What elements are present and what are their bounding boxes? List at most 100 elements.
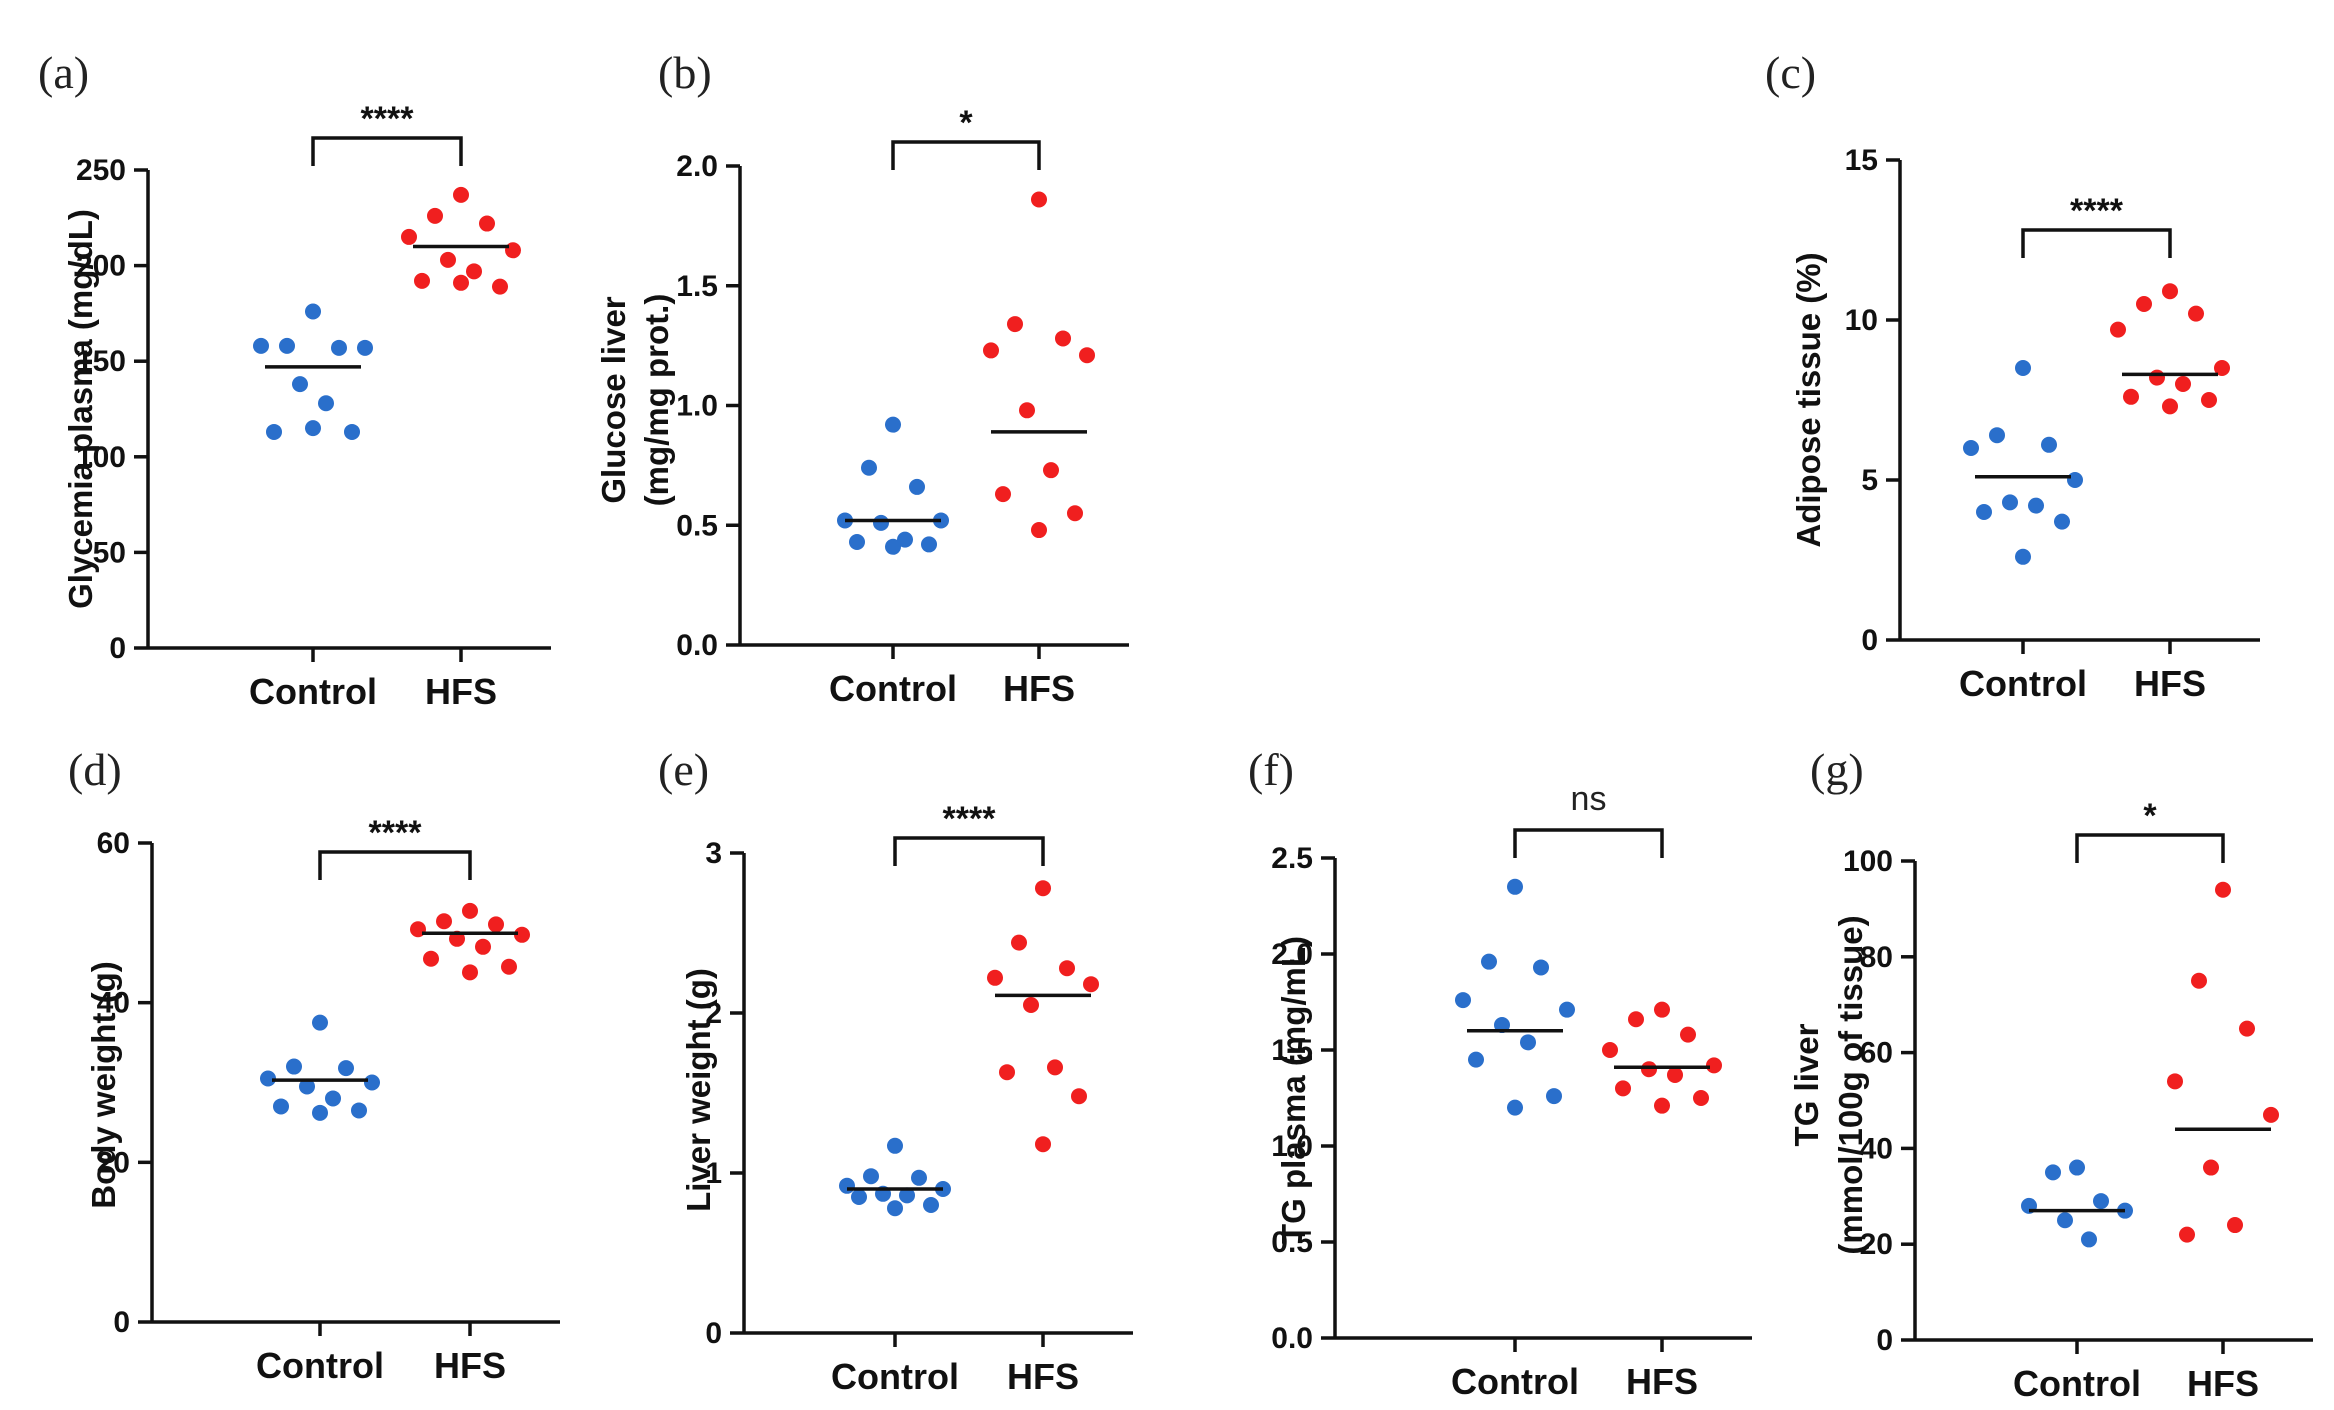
data-point xyxy=(1654,1001,1670,1018)
data-point xyxy=(292,376,308,393)
y-tick-label: 15 xyxy=(1845,144,1878,177)
y-tick-label: 0 xyxy=(1876,1324,1893,1357)
data-point xyxy=(1507,878,1523,895)
data-point xyxy=(923,1197,939,1213)
data-point xyxy=(1989,427,2005,444)
data-point xyxy=(453,274,469,291)
data-point xyxy=(2179,1226,2195,1243)
data-point xyxy=(466,263,482,280)
y-axis-title: TG liver xyxy=(1788,1023,1825,1146)
data-point xyxy=(2002,494,2018,511)
x-category-label: HFS xyxy=(434,1345,506,1386)
significance-label: **** xyxy=(943,800,997,838)
x-category-label: Control xyxy=(249,671,377,712)
data-point xyxy=(260,1070,276,1087)
data-point xyxy=(286,1058,302,1075)
y-axis-title-line2: (mmol/100g of tissue) xyxy=(1832,915,1869,1254)
y-tick-label: 0 xyxy=(109,632,126,665)
data-point xyxy=(305,420,321,437)
y-tick-label: 2.5 xyxy=(1271,842,1313,875)
y-axis-title: TG plasma (mg/mL) xyxy=(1275,936,1312,1244)
y-axis-title: Liver weight (g) xyxy=(680,968,717,1212)
data-point xyxy=(2069,1159,2085,1176)
data-point xyxy=(338,1060,354,1077)
data-point xyxy=(312,1104,328,1121)
data-point xyxy=(462,964,478,981)
data-point xyxy=(1035,1136,1051,1153)
data-point xyxy=(1047,1059,1063,1076)
data-point xyxy=(1641,1061,1657,1078)
data-point xyxy=(299,1078,315,1095)
y-axis-title: Glycemia plasma (mg/dL) xyxy=(62,209,99,609)
chart-panel-a: (a) 0 50 100 150 200 250 Control HFS Glycemia pla… xyxy=(38,47,551,712)
data-point xyxy=(2110,321,2126,338)
x-category-label: Control xyxy=(1451,1361,1579,1402)
y-tick-label: 0.0 xyxy=(1271,1322,1313,1355)
panel-letter: (c) xyxy=(1765,47,1816,98)
data-point xyxy=(2015,360,2031,376)
data-point xyxy=(887,1137,903,1154)
y-axis-title: Body weight (g) xyxy=(85,961,122,1208)
data-point xyxy=(2041,436,2057,453)
data-point xyxy=(911,1169,927,1186)
y-tick-label: 1.0 xyxy=(676,390,718,423)
y-tick-label: 0.5 xyxy=(1271,1226,1313,1259)
data-point xyxy=(2123,388,2139,405)
x-category-label: HFS xyxy=(1003,668,1075,709)
data-point xyxy=(414,272,430,289)
y-tick-label: 40 xyxy=(1860,1132,1893,1165)
data-point xyxy=(488,916,504,933)
x-category-label: HFS xyxy=(2187,1363,2259,1404)
data-point xyxy=(885,538,901,555)
data-point xyxy=(279,337,295,354)
y-tick-label: 20 xyxy=(97,1146,130,1179)
chart-panel-c: (c) 0 5 10 15 Control HFS Adipose tissue (%) ***… xyxy=(1765,47,2260,704)
y-axis-title: Glucose liver xyxy=(595,296,632,503)
significance-bracket xyxy=(311,136,463,166)
data-point xyxy=(1654,1097,1670,1114)
data-point xyxy=(1559,1001,1575,1018)
data-point xyxy=(2215,881,2231,898)
data-point xyxy=(1481,953,1497,970)
chart-panel-e: (e) 0 1 2 3 Control HFS Liver weight (g) **** xyxy=(658,744,1133,1397)
data-point xyxy=(1546,1088,1562,1105)
data-point xyxy=(2028,497,2044,514)
x-category-label: HFS xyxy=(1007,1356,1079,1397)
data-point xyxy=(899,1187,915,1204)
y-tick-label: 1.5 xyxy=(1271,1034,1313,1067)
x-category-label: Control xyxy=(831,1356,959,1397)
panel-letter: (f) xyxy=(1248,744,1294,795)
data-point xyxy=(2263,1106,2279,1123)
data-point xyxy=(2149,369,2165,386)
data-point xyxy=(887,1200,903,1217)
y-tick-label: 2.0 xyxy=(676,150,718,183)
data-point xyxy=(1468,1051,1484,1068)
data-point xyxy=(1602,1042,1618,1058)
panel-letter: (g) xyxy=(1810,744,1864,795)
significance-label: * xyxy=(2143,797,2157,835)
data-point xyxy=(1628,1011,1644,1028)
data-point xyxy=(873,514,889,531)
data-point xyxy=(1520,1034,1536,1051)
significance-label: **** xyxy=(369,814,423,852)
data-point xyxy=(364,1074,380,1091)
data-point xyxy=(440,251,456,268)
data-point xyxy=(357,339,373,356)
data-point xyxy=(423,950,439,967)
significance-bracket xyxy=(893,836,1045,866)
significance-bracket xyxy=(1513,828,1664,858)
y-tick-label: 50 xyxy=(93,536,126,569)
data-point xyxy=(501,958,517,975)
data-point xyxy=(1494,1017,1510,1034)
data-point xyxy=(1035,880,1051,897)
data-point xyxy=(1507,1099,1523,1116)
data-point xyxy=(1043,462,1059,479)
y-tick-label: 10 xyxy=(1845,304,1878,337)
y-tick-label: 2.0 xyxy=(1271,938,1313,971)
data-point xyxy=(909,478,925,495)
data-point xyxy=(462,902,478,919)
data-point xyxy=(1079,347,1095,364)
data-point xyxy=(921,536,937,553)
x-category-label: HFS xyxy=(1626,1361,1698,1402)
